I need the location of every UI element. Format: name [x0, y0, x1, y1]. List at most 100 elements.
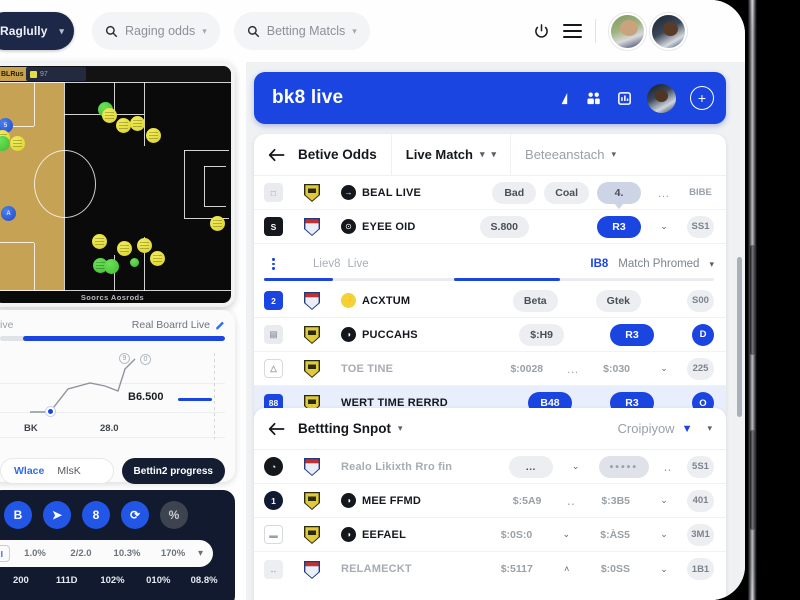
select-live-match[interactable]: Live Match ▾ ▾ [406, 147, 496, 162]
chevron-down-icon[interactable]: ▾ [707, 423, 712, 433]
bezel-button-power[interactable] [750, 430, 755, 530]
table-row[interactable]: ▬ ◑ EEFAEL $:0S:0 ⌄ $:ÀS5 ⌄ 3M1 [254, 518, 726, 552]
chart-progress-bar[interactable] [0, 336, 225, 341]
pitch-marker[interactable] [102, 108, 117, 123]
search-betting-matches[interactable]: Betting Matcls ▾ [233, 12, 370, 50]
more-options-icon[interactable]: ‥ [663, 459, 673, 474]
chevron-down-icon[interactable]: ⌄ [660, 363, 668, 373]
select-beteeanstach[interactable]: Beteeanstach ▾ [525, 147, 616, 162]
hamburger-menu-icon[interactable] [563, 24, 582, 38]
table-row[interactable]: □ → BEAL LIVE Bad Coal 4. … BIBE [254, 176, 726, 210]
pitch-marker[interactable] [10, 136, 25, 151]
button-b[interactable]: B [4, 501, 32, 529]
odds-chip[interactable]: S.800 [479, 215, 529, 238]
odds-chip[interactable]: Coal [544, 181, 589, 204]
bezel-button-volume[interactable] [750, 245, 755, 355]
row-lead-icon[interactable]: 88 [264, 393, 283, 413]
odds-chip[interactable]: $:H9 [519, 323, 564, 346]
tab-live[interactable]: Live [347, 258, 369, 270]
odds-chip[interactable]: Gtek [595, 289, 641, 312]
chevron-up-icon[interactable]: ˄ [564, 564, 570, 574]
odds-chip[interactable]: … [508, 455, 553, 478]
add-button[interactable]: + [690, 86, 714, 110]
more-options-icon[interactable]: … [566, 361, 580, 376]
pitch-marker[interactable]: A [1, 206, 16, 221]
pitch-marker[interactable] [210, 216, 225, 231]
pitch-marker[interactable] [130, 258, 139, 267]
odds-chip[interactable]: Beta [512, 289, 558, 312]
chart-segment-toggle[interactable]: Wlace MlsK [0, 458, 114, 484]
tactical-pitch[interactable]: BLRus 97 [0, 66, 231, 303]
row-lead-icon[interactable]: □ [264, 183, 283, 202]
percent-chip[interactable]: I I [0, 545, 10, 562]
chevron-down-icon[interactable]: ▾ [709, 258, 714, 269]
pencil-icon[interactable] [215, 320, 225, 330]
odds-chip-highlighted[interactable]: 4. [597, 181, 641, 209]
pitch-marker[interactable] [130, 116, 145, 131]
more-options-icon[interactable]: ‥ [566, 493, 576, 508]
chart-plot[interactable]: 9 0 B6.500 BK 28.0 [0, 349, 225, 453]
stats-icon[interactable] [616, 90, 633, 107]
pitch-marker[interactable] [116, 118, 131, 133]
odds-chip-active[interactable]: R3 [597, 215, 641, 238]
button-bet[interactable]: 8 [82, 501, 110, 529]
odds-chip-active[interactable]: R3 [610, 323, 654, 346]
row-lead-icon[interactable]: ▤ [264, 325, 283, 344]
pitch-marker[interactable] [137, 238, 152, 253]
more-options-icon[interactable]: … [657, 185, 671, 200]
chevron-down-icon[interactable]: ⌄ [660, 529, 668, 539]
row-lead-icon[interactable]: 1 [264, 491, 283, 510]
people-icon[interactable] [585, 90, 602, 107]
row-lead-icon[interactable]: ▬ [264, 525, 283, 544]
table-row[interactable]: 2 ⚡ ACXTUM Beta Gtek S00 [254, 284, 726, 318]
header-avatar[interactable] [647, 83, 676, 113]
row-trailing-badge[interactable]: D [692, 323, 714, 346]
signal-icon[interactable] [554, 90, 571, 107]
search-raging-odds[interactable]: Raging odds ▾ [92, 12, 220, 50]
chevron-down-icon[interactable]: ▾ [198, 548, 204, 559]
table-row[interactable]: S ⊙ EYEE OID S.800 R3 ⌄ SS1 [254, 210, 726, 244]
pitch-marker[interactable] [117, 241, 132, 256]
chevron-down-icon[interactable]: ▾ [397, 423, 403, 433]
avatar-player-one[interactable] [609, 12, 646, 50]
pitch-marker[interactable] [146, 128, 161, 143]
org-selector[interactable]: Raglully ▾ [0, 12, 74, 50]
chevron-down-icon[interactable]: ⌄ [660, 221, 668, 231]
chevron-down-icon[interactable]: ⌄ [660, 563, 668, 574]
segment-option-right[interactable]: MlsK [57, 465, 81, 477]
table-row[interactable]: ◔ Realo Likixth Rro fin … ⌄ ••••• ‥ 5S1 [254, 450, 726, 484]
avatar-player-two[interactable] [650, 12, 687, 50]
power-icon[interactable] [533, 23, 550, 40]
table-row[interactable]: △ TOE TINE $:0028 … $:030 ⌄ 225 [254, 352, 726, 386]
pitch-marker[interactable]: 5 [0, 118, 13, 133]
odds-chip-masked[interactable]: ••••• [598, 455, 649, 478]
select-croipiyow[interactable]: Croipiyow ▼ ▾ [618, 421, 713, 436]
table-row[interactable]: ▤ ◑ PUCCAHS $:H9 R3 D [254, 318, 726, 352]
chevron-down-icon[interactable]: ⌄ [562, 529, 570, 539]
button-percent[interactable]: % [160, 501, 188, 529]
pitch-marker[interactable] [150, 251, 165, 266]
pitch-marker[interactable] [0, 136, 10, 151]
kebab-icon[interactable] [264, 258, 283, 270]
chevron-down-icon[interactable]: ⌄ [571, 461, 580, 471]
tab-match-promoted[interactable]: Match Phromed [618, 258, 700, 270]
odds-chip[interactable]: Bad [492, 181, 537, 204]
button-send[interactable]: ➤ [43, 501, 71, 529]
row-lead-icon[interactable]: △ [264, 359, 283, 378]
row-lead-icon[interactable]: ‥ [264, 559, 283, 579]
back-arrow-icon[interactable] [268, 148, 285, 162]
percent-filter-bar[interactable]: I I 1.0% 2/2.0 10.3% 170% ▾ [0, 540, 213, 567]
row-lead-icon[interactable]: ◔ [264, 457, 283, 476]
betting-progress-button[interactable]: Bettin2 progress [121, 458, 225, 484]
chevron-down-icon[interactable]: ⌄ [660, 495, 668, 505]
segment-option-left[interactable]: Wlace [14, 465, 45, 477]
tab-live-count[interactable]: Liev8 [313, 258, 341, 270]
table-row[interactable]: ‥ RELAMECKT $:5117 ˄ $:0SS ⌄ 1B1 [254, 552, 726, 586]
row-lead-icon[interactable]: 2 [264, 291, 283, 310]
row-lead-icon[interactable]: S [264, 217, 283, 236]
vertical-scrollbar[interactable] [737, 257, 742, 417]
button-refresh[interactable]: ⟳ [121, 501, 149, 529]
chart-data-point[interactable] [46, 407, 55, 416]
pitch-marker[interactable] [104, 259, 119, 274]
pitch-marker[interactable] [92, 234, 107, 249]
